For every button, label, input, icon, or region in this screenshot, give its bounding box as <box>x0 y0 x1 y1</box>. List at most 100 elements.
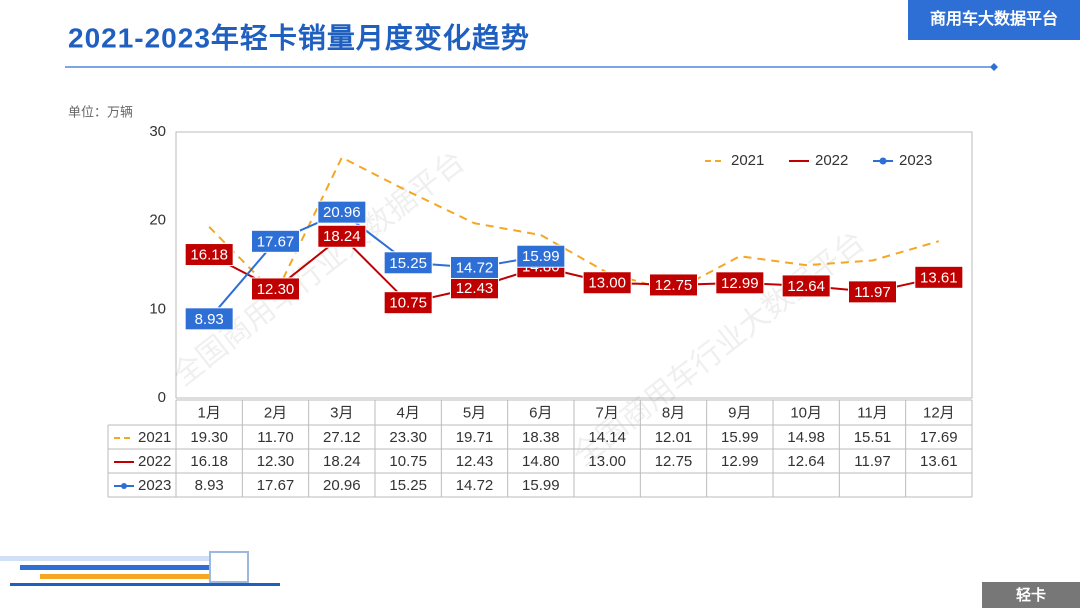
chart-title: 2021-2023年轻卡销量月度变化趋势 <box>68 21 530 53</box>
data-label: 18.24 <box>323 228 361 245</box>
x-tick-label: 3月 <box>330 404 353 421</box>
x-tick-label: 6月 <box>529 404 552 421</box>
x-tick-label: 4月 <box>396 404 419 421</box>
table-cell: 12.75 <box>655 453 693 470</box>
data-label-box <box>914 265 964 289</box>
plot-area <box>175 131 973 399</box>
data-label: 16.18 <box>190 247 228 264</box>
table-cell: 13.61 <box>920 453 958 470</box>
table-cell: 20.96 <box>323 477 361 494</box>
x-tick-label: 9月 <box>728 404 751 421</box>
data-label-box <box>383 251 433 275</box>
legend-label: 2022 <box>815 152 848 169</box>
table-cell: 19.71 <box>456 429 494 446</box>
data-label: 12.43 <box>456 280 494 297</box>
table-cell: 10.75 <box>389 453 427 470</box>
data-table: 1月 2月 3月 4月 5月 6月 7月 8月 9月 10月 11月 12月 2021 19.30 11.7… <box>107 399 973 498</box>
data-label-box <box>582 271 632 295</box>
data-label: 10.75 <box>389 295 427 312</box>
table-series-name: 2022 <box>138 453 171 470</box>
badge-box <box>982 582 1080 608</box>
data-label-box <box>184 243 234 267</box>
brand-box <box>908 0 1080 40</box>
table-cell: 17.67 <box>257 477 295 494</box>
rule-diamond <box>990 63 998 71</box>
table-cell: 23.30 <box>389 429 427 446</box>
table-cell: 18.24 <box>323 453 361 470</box>
table-cell: 15.99 <box>721 429 759 446</box>
legend-label: 2021 <box>731 152 764 169</box>
table-cell: 12.64 <box>787 453 825 470</box>
y-tick-label: 20 <box>149 212 166 229</box>
data-label: 20.96 <box>323 204 361 221</box>
data-label: 15.25 <box>389 255 427 272</box>
x-tick-label: 2月 <box>264 404 287 421</box>
data-label: 12.75 <box>655 277 693 294</box>
table-cell: 19.30 <box>190 429 228 446</box>
data-label-box <box>715 271 765 295</box>
data-label-box <box>184 307 234 331</box>
data-label-box <box>317 224 367 248</box>
table-marker <box>121 483 127 489</box>
table-cell: 14.72 <box>456 477 494 494</box>
data-label: 11.97 <box>854 284 890 301</box>
table-cell: 14.98 <box>787 429 825 446</box>
legend-marker <box>879 157 887 165</box>
table-cell: 15.25 <box>389 477 427 494</box>
table-series-name: 2021 <box>138 429 171 446</box>
data-label-box <box>251 277 300 301</box>
table-cell: 14.80 <box>522 453 560 470</box>
table-cell: 11.70 <box>257 429 293 446</box>
truck-decoration <box>0 551 280 586</box>
data-label: 8.93 <box>195 311 224 328</box>
data-label: 13.61 <box>920 269 958 286</box>
table-cell: 12.99 <box>721 453 759 470</box>
data-label-box <box>383 291 433 315</box>
data-label-box <box>251 229 300 253</box>
data-label: 12.64 <box>787 278 825 295</box>
x-tick-label: 7月 <box>595 404 618 421</box>
table-cell: 12.30 <box>257 453 295 470</box>
table-cell: 27.12 <box>323 429 361 446</box>
x-tick-label: 1月 <box>197 404 220 421</box>
table-cell: 18.38 <box>522 429 560 446</box>
unit-label: 单位：万辆 <box>68 104 133 119</box>
data-label-box <box>317 200 367 224</box>
x-tick-label: 11月 <box>857 404 888 421</box>
data-label-box <box>781 274 831 298</box>
data-label: 12.99 <box>721 275 759 292</box>
data-label: 14.72 <box>456 259 494 276</box>
data-label-box <box>450 255 499 279</box>
table-cell: 8.93 <box>195 477 224 494</box>
table-cell: 15.51 <box>854 429 892 446</box>
x-tick-label: 10月 <box>790 404 822 421</box>
table-cell: 12.43 <box>456 453 494 470</box>
data-label: 17.67 <box>257 233 295 250</box>
x-tick-label: 5月 <box>463 404 486 421</box>
table-cell: 16.18 <box>190 453 228 470</box>
data-label: 13.00 <box>588 275 626 292</box>
x-tick-label: 8月 <box>662 404 685 421</box>
table-series-name: 2023 <box>138 477 171 494</box>
data-label: 15.99 <box>522 248 560 265</box>
table-cell: 14.14 <box>588 429 626 446</box>
table-cell: 12.01 <box>655 429 693 446</box>
series-line <box>208 156 940 296</box>
data-label-box <box>649 273 698 297</box>
data-label: 12.30 <box>257 281 295 298</box>
table-cell: 13.00 <box>588 453 626 470</box>
y-tick-label: 30 <box>149 123 166 140</box>
badge: 轻卡 <box>1016 586 1046 604</box>
data-label-box <box>516 244 566 268</box>
legend-label: 2023 <box>899 152 932 169</box>
brand: 商用车大数据平台 <box>930 9 1058 28</box>
x-tick-label: 12月 <box>923 404 955 421</box>
y-tick-label: 10 <box>149 300 166 317</box>
table-cell: 11.97 <box>854 453 890 470</box>
data-label-box <box>848 280 897 304</box>
y-tick-label: 0 <box>158 389 166 406</box>
table-cell: 17.69 <box>920 429 958 446</box>
table-cell: 15.99 <box>522 477 560 494</box>
